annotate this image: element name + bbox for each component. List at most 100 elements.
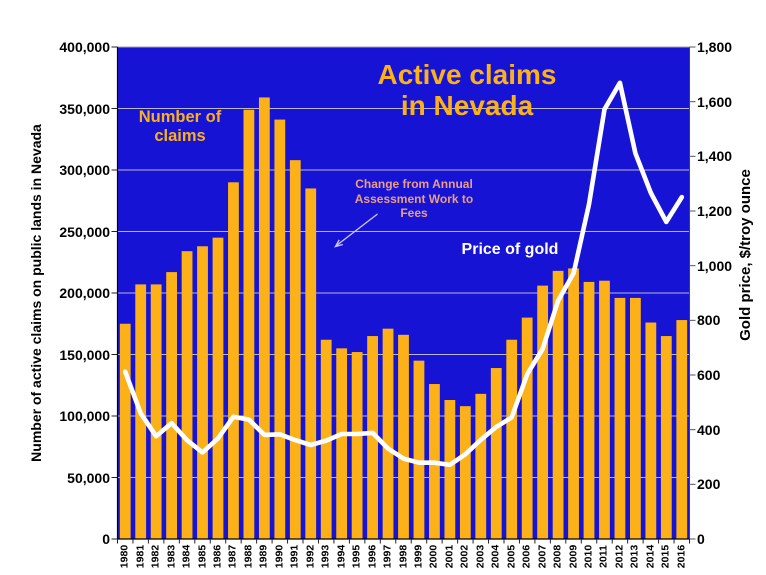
left-axis-tick-label: 50,000 <box>67 469 110 486</box>
x-axis-year-label: 1983 <box>165 544 178 569</box>
x-axis-year-label: 2006 <box>520 544 533 569</box>
right-axis-tick-label: 600 <box>697 367 721 383</box>
fees-annotation: Change from Annual Assessment Work to Fe… <box>334 177 494 221</box>
bars-series-label-line1: Number of <box>138 108 222 126</box>
x-axis-year-label: 2015 <box>659 544 672 569</box>
right-axis-tick-label: 1,400 <box>697 148 733 165</box>
bar-2013 <box>629 297 641 539</box>
chart-title-line1: Active claims <box>377 59 557 90</box>
right-axis-title: Gold price, $/troy ounce <box>737 169 754 341</box>
bar-2014 <box>645 322 657 539</box>
fees-annotation-arrow <box>336 213 378 247</box>
bar-1997 <box>382 328 394 539</box>
x-axis-year-label: 1994 <box>335 544 348 569</box>
right-axis-tick-label: 1,800 <box>697 39 733 55</box>
x-axis-year-label: 2012 <box>613 544 626 569</box>
fees-annotation-arrowhead <box>334 239 343 248</box>
bar-1990 <box>274 119 286 539</box>
bar-2006 <box>521 317 533 539</box>
x-axis-year-label: 1982 <box>149 544 162 569</box>
x-axis-year-label: 2004 <box>489 544 502 569</box>
bar-1995 <box>351 352 363 539</box>
bar-1988 <box>243 109 255 539</box>
bar-1991 <box>289 160 301 539</box>
left-axis-tick-label: 400,000 <box>59 39 110 55</box>
right-axis-tick-label: 0 <box>697 531 705 547</box>
bar-2002 <box>459 406 471 539</box>
x-axis-year-label: 2010 <box>582 544 595 569</box>
bar-2016 <box>676 320 688 539</box>
bar-2008 <box>552 270 564 539</box>
bar-1998 <box>398 334 409 539</box>
gold-line-label: Price of gold <box>461 241 559 258</box>
right-axis-tick-label: 800 <box>697 312 721 329</box>
right-axis-tick-label: 1,200 <box>697 203 733 219</box>
x-axis-year-label: 1991 <box>288 544 301 569</box>
x-axis-year-label: 1998 <box>397 544 409 569</box>
bars-series-label: Number of claims <box>100 108 260 146</box>
bar-2009 <box>568 268 579 539</box>
bar-1989 <box>258 97 270 540</box>
bar-2007 <box>537 285 549 539</box>
x-axis-year-label: 1993 <box>319 544 332 569</box>
fees-annotation-line2: Assessment Work to <box>354 191 474 206</box>
bar-2003 <box>475 393 487 539</box>
bar-2004 <box>490 368 502 539</box>
left-axis-tick-label: 250,000 <box>59 223 110 240</box>
bar-2010 <box>583 281 595 539</box>
x-axis-year-label: 1989 <box>257 544 270 569</box>
left-axis-tick-label: 100,000 <box>59 408 110 424</box>
bar-1983 <box>166 272 178 539</box>
right-axis-tick-label: 200 <box>697 476 721 493</box>
bar-2001 <box>444 400 456 539</box>
fees-annotation-line3: Fees <box>400 206 428 220</box>
right-axis-tick-label: 400 <box>697 421 721 438</box>
x-axis-year-label: 1981 <box>134 544 147 569</box>
x-axis-year-label: 1997 <box>381 544 394 569</box>
left-axis-tick-label: 150,000 <box>59 346 110 363</box>
bar-2015 <box>660 336 672 539</box>
bar-1994 <box>336 348 348 539</box>
x-axis-year-label: 1999 <box>412 544 425 569</box>
x-axis-year-label: 1988 <box>242 544 255 569</box>
bar-2012 <box>614 297 626 539</box>
x-axis-year-label: 2002 <box>458 544 471 569</box>
bars-series-label-line2: claims <box>154 127 206 145</box>
left-axis-tick-label: 350,000 <box>59 100 110 117</box>
left-axis-tick-label: 0 <box>102 531 110 547</box>
bar-1982 <box>150 284 162 539</box>
bar-2011 <box>599 280 610 539</box>
x-axis-year-label: 1996 <box>366 544 379 569</box>
right-axis-tick-label: 1,000 <box>697 257 733 274</box>
bar-1986 <box>212 237 224 539</box>
x-axis-year-label: 2003 <box>474 544 487 569</box>
gold-price-line <box>122 80 685 468</box>
chart-title: Active claims in Nevada <box>317 59 617 121</box>
left-axis-title: Number of active claims on public lands … <box>28 124 44 462</box>
x-axis-year-label: 1990 <box>273 544 286 569</box>
left-axis-tick-label: 200,000 <box>59 285 110 301</box>
chart-title-line2: in Nevada <box>400 90 534 121</box>
x-axis-year-label: 1984 <box>180 544 193 569</box>
x-axis-year-label: 2000 <box>427 544 440 569</box>
right-axis-tick-label: 1,600 <box>697 93 733 110</box>
x-axis-year-label: 2009 <box>567 544 580 569</box>
bar-1996 <box>367 336 378 539</box>
x-axis-year-label: 2013 <box>628 544 641 569</box>
x-axis-year-label: 1995 <box>350 544 363 569</box>
x-axis-year-label: 2011 <box>597 545 610 568</box>
x-axis-year-label: 2001 <box>443 544 456 569</box>
x-axis-year-label: 1992 <box>304 544 317 569</box>
x-axis-year-label: 1986 <box>211 544 224 569</box>
x-axis-year-label: 1985 <box>196 544 209 569</box>
bar-1985 <box>197 246 208 539</box>
x-axis-year-label: 2014 <box>644 544 657 569</box>
x-axis-year-label: 2005 <box>505 544 518 569</box>
bar-1987 <box>228 182 239 540</box>
bar-1980 <box>119 323 131 539</box>
x-axis-year-label: 1987 <box>226 544 239 569</box>
fees-annotation-line1: Change from Annual <box>355 177 473 191</box>
bar-2005 <box>506 339 518 539</box>
